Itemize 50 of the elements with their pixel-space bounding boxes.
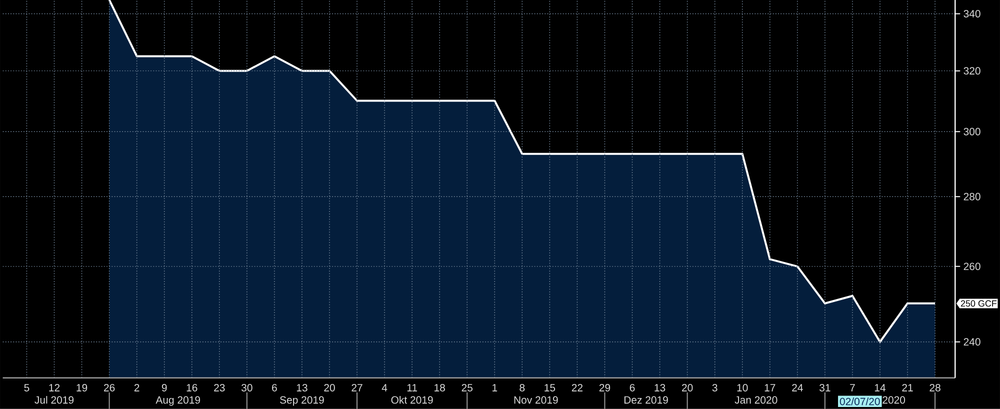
y-tick-label: 320 (964, 67, 980, 75)
x-tick-label: 18 (434, 384, 445, 392)
x-tick-label: 4 (382, 384, 388, 392)
x-tick-label: 15 (544, 384, 556, 392)
x-tick-label: 5 (24, 384, 30, 392)
y-tick-label: 240 (964, 338, 980, 346)
x-tick-label: 14 (874, 384, 886, 392)
y-tick-label: 260 (964, 262, 980, 270)
text: Jul 2019 (34, 396, 74, 404)
y-tick-label: 300 (964, 128, 980, 136)
x-tick-label: 20 (324, 384, 335, 392)
x-tick-label: 21 (902, 384, 913, 392)
x-tick-label: 17 (764, 384, 776, 392)
y-tick-label: 340 (964, 10, 980, 18)
x-tick-label: 12 (49, 384, 60, 392)
text: 02/07/20 (840, 398, 880, 406)
text: Dez 2019 (624, 396, 668, 404)
x-tick-label: 20 (682, 384, 693, 392)
x-tick-label: 3 (712, 384, 718, 392)
text: Nov 2019 (514, 396, 558, 404)
x-tick-label: 2 (134, 384, 140, 392)
x-tick-label: 29 (599, 384, 610, 392)
x-tick-label: 19 (76, 384, 88, 392)
x-tick-label: 11 (407, 384, 417, 392)
x-tick-label: 10 (737, 384, 748, 392)
x-tick-label: 6 (272, 384, 277, 392)
x-tick-label: 24 (792, 384, 803, 392)
x-tick-label: 8 (520, 384, 525, 392)
x-tick-label: 25 (462, 384, 473, 392)
x-tick-label: 22 (572, 384, 583, 392)
x-tick-label: 16 (186, 384, 198, 392)
x-tick-label: 6 (630, 384, 635, 392)
x-tick-label: 26 (104, 384, 115, 392)
x-tick-label: 23 (214, 384, 225, 392)
text: Sep 2019 (280, 396, 324, 406)
annotation: 250 GCF (960, 300, 997, 307)
text: Aug 2019 (156, 396, 200, 406)
x-tick-label: 7 (850, 384, 855, 392)
x-tick-label: 27 (352, 384, 362, 392)
text: Jan 2020 (734, 396, 778, 404)
text: 2020 (882, 396, 906, 404)
x-tick-label: 13 (296, 384, 308, 392)
x-tick-label: 1 (492, 384, 498, 392)
x-tick-label: 28 (930, 384, 940, 392)
x-tick-label: 13 (654, 384, 666, 392)
x-tick-label: 31 (820, 384, 830, 392)
y-tick-label: 280 (964, 192, 980, 200)
x-tick-label: 30 (242, 384, 252, 392)
text: Okt 2019 (391, 396, 433, 404)
x-tick-label: 9 (162, 384, 167, 392)
